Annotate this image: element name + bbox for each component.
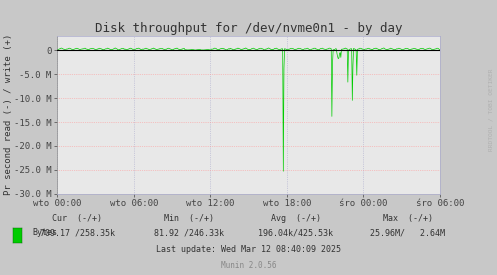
Text: RRDTOOL / TOBI OETIKER: RRDTOOL / TOBI OETIKER <box>489 69 494 151</box>
Text: Max  (-/+): Max (-/+) <box>383 214 432 223</box>
Text: Avg  (-/+): Avg (-/+) <box>271 214 321 223</box>
Y-axis label: Pr second read (-) / write (+): Pr second read (-) / write (+) <box>3 34 12 196</box>
Text: Bytes: Bytes <box>32 228 57 237</box>
Text: 709.17 /258.35k: 709.17 /258.35k <box>40 228 114 237</box>
Text: Min  (-/+): Min (-/+) <box>164 214 214 223</box>
Text: 25.96M/   2.64M: 25.96M/ 2.64M <box>370 228 445 237</box>
Title: Disk throughput for /dev/nvme0n1 - by day: Disk throughput for /dev/nvme0n1 - by da… <box>95 21 402 35</box>
Text: 196.04k/425.53k: 196.04k/425.53k <box>258 228 333 237</box>
Text: Cur  (-/+): Cur (-/+) <box>52 214 102 223</box>
Text: 81.92 /246.33k: 81.92 /246.33k <box>154 228 224 237</box>
Text: Last update: Wed Mar 12 08:40:09 2025: Last update: Wed Mar 12 08:40:09 2025 <box>156 246 341 254</box>
Text: Munin 2.0.56: Munin 2.0.56 <box>221 261 276 270</box>
